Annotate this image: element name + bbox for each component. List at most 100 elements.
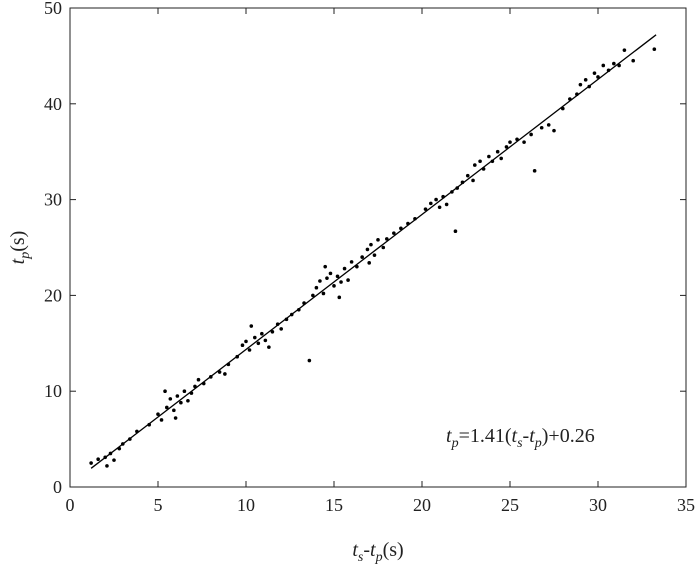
- y-tick-label: 10: [44, 381, 62, 401]
- point: [349, 260, 354, 264]
- point: [631, 58, 635, 63]
- point: [473, 163, 477, 167]
- y-axis-label: tp(s): [7, 231, 33, 265]
- fit-equation-part: -: [523, 425, 530, 447]
- point: [196, 377, 201, 382]
- point: [182, 389, 187, 394]
- y-tick-label: 0: [53, 477, 62, 497]
- x-axis-label: ts-tp(s): [352, 539, 403, 565]
- point: [539, 125, 544, 130]
- x-axis-label-part: s: [358, 550, 364, 565]
- point: [529, 132, 533, 137]
- point: [504, 145, 509, 149]
- y-tick-label: 20: [44, 285, 62, 305]
- x-axis-label-part: t: [352, 539, 358, 561]
- point: [159, 418, 164, 422]
- x-axis-label-part: (s): [383, 539, 404, 561]
- fit-equation-part: )+0.26: [542, 425, 595, 447]
- point: [165, 405, 169, 410]
- point: [112, 458, 116, 462]
- point: [596, 75, 600, 79]
- point: [453, 229, 458, 234]
- x-tick-label: 10: [237, 495, 255, 515]
- point: [323, 264, 328, 269]
- point: [314, 285, 319, 290]
- point: [311, 293, 315, 298]
- point: [325, 276, 329, 280]
- point: [332, 284, 336, 288]
- point: [346, 278, 350, 282]
- point: [381, 245, 386, 250]
- fit-equation-part: t: [529, 425, 535, 447]
- point: [89, 461, 93, 465]
- point: [105, 464, 109, 468]
- point: [583, 78, 588, 82]
- point: [495, 149, 500, 154]
- point: [487, 154, 491, 159]
- fit-equation-part: t: [512, 425, 518, 447]
- fit-line: [90, 34, 657, 469]
- point: [163, 389, 167, 394]
- point: [256, 341, 261, 346]
- fit-equation: tp=1.41(ts-tp)+0.26: [446, 425, 595, 451]
- point: [508, 140, 512, 144]
- point: [175, 394, 180, 398]
- x-tick-label: 25: [501, 495, 519, 515]
- fit-equation-part: p: [451, 436, 459, 451]
- point: [307, 358, 312, 363]
- y-axis-label-part: t: [7, 258, 29, 264]
- point: [437, 205, 442, 210]
- point: [478, 159, 482, 164]
- point: [260, 331, 264, 336]
- point: [223, 372, 227, 376]
- point: [376, 238, 380, 242]
- x-axis-label-part: -: [363, 539, 370, 561]
- x-tick-label: 30: [589, 495, 607, 515]
- point: [552, 128, 556, 133]
- point: [253, 335, 257, 340]
- point: [546, 123, 551, 127]
- y-tick-label: 40: [44, 94, 62, 114]
- point: [592, 71, 597, 75]
- point: [96, 457, 100, 462]
- point: [270, 330, 275, 334]
- point: [429, 201, 433, 206]
- y-axis-label-part: (s): [7, 231, 29, 252]
- point: [471, 178, 475, 183]
- x-axis-label-part: p: [375, 550, 383, 565]
- x-tick-label: 35: [677, 495, 695, 515]
- x-tick-label: 20: [413, 495, 431, 515]
- point: [173, 416, 178, 420]
- point: [385, 237, 389, 241]
- point: [423, 207, 428, 211]
- point: [244, 339, 248, 344]
- point: [321, 291, 326, 296]
- point: [172, 408, 176, 413]
- x-tick-label: 5: [154, 495, 163, 515]
- point: [335, 274, 340, 279]
- point: [179, 400, 183, 405]
- point: [263, 338, 268, 343]
- point: [249, 324, 254, 328]
- point: [342, 266, 347, 271]
- point: [240, 343, 245, 348]
- fit-equation-part: p: [534, 436, 542, 451]
- fit-equation-part: t: [446, 425, 452, 447]
- point: [444, 202, 449, 207]
- point: [652, 47, 657, 51]
- point: [360, 255, 364, 259]
- x-tick-label: 0: [66, 495, 75, 515]
- point: [186, 398, 190, 403]
- point: [601, 63, 606, 68]
- x-axis-label-part: t: [370, 539, 376, 561]
- point: [156, 412, 160, 416]
- point: [434, 197, 438, 202]
- point: [622, 48, 627, 52]
- point: [247, 348, 252, 352]
- point: [168, 397, 173, 401]
- y-axis-label-part: p: [18, 252, 33, 260]
- x-tick-label: 15: [325, 495, 343, 515]
- point: [337, 295, 342, 300]
